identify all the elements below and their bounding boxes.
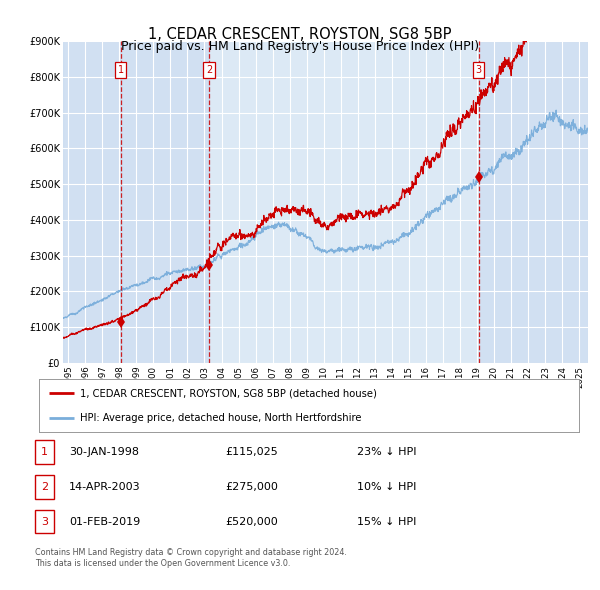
Text: 2: 2 <box>41 482 48 491</box>
Text: 1: 1 <box>41 447 48 457</box>
Text: Contains HM Land Registry data © Crown copyright and database right 2024.: Contains HM Land Registry data © Crown c… <box>35 548 347 556</box>
Text: 3: 3 <box>41 517 48 526</box>
Text: 01-FEB-2019: 01-FEB-2019 <box>69 517 140 526</box>
Text: 3: 3 <box>476 65 482 75</box>
Text: £275,000: £275,000 <box>225 482 278 491</box>
Text: 30-JAN-1998: 30-JAN-1998 <box>69 447 139 457</box>
Bar <box>479 41 588 363</box>
Text: £115,025: £115,025 <box>225 447 278 457</box>
Text: 2: 2 <box>206 65 212 75</box>
Text: This data is licensed under the Open Government Licence v3.0.: This data is licensed under the Open Gov… <box>35 559 290 568</box>
Text: 14-APR-2003: 14-APR-2003 <box>69 482 140 491</box>
Text: 23% ↓ HPI: 23% ↓ HPI <box>357 447 416 457</box>
Text: 1, CEDAR CRESCENT, ROYSTON, SG8 5BP: 1, CEDAR CRESCENT, ROYSTON, SG8 5BP <box>148 27 452 42</box>
Text: 1, CEDAR CRESCENT, ROYSTON, SG8 5BP (detached house): 1, CEDAR CRESCENT, ROYSTON, SG8 5BP (det… <box>79 388 376 398</box>
Bar <box>121 41 209 363</box>
Text: Price paid vs. HM Land Registry's House Price Index (HPI): Price paid vs. HM Land Registry's House … <box>121 40 479 53</box>
Text: 15% ↓ HPI: 15% ↓ HPI <box>357 517 416 526</box>
Text: £520,000: £520,000 <box>225 517 278 526</box>
Text: HPI: Average price, detached house, North Hertfordshire: HPI: Average price, detached house, Nort… <box>79 412 361 422</box>
Bar <box>63 41 121 363</box>
Text: 10% ↓ HPI: 10% ↓ HPI <box>357 482 416 491</box>
Text: 1: 1 <box>118 65 124 75</box>
